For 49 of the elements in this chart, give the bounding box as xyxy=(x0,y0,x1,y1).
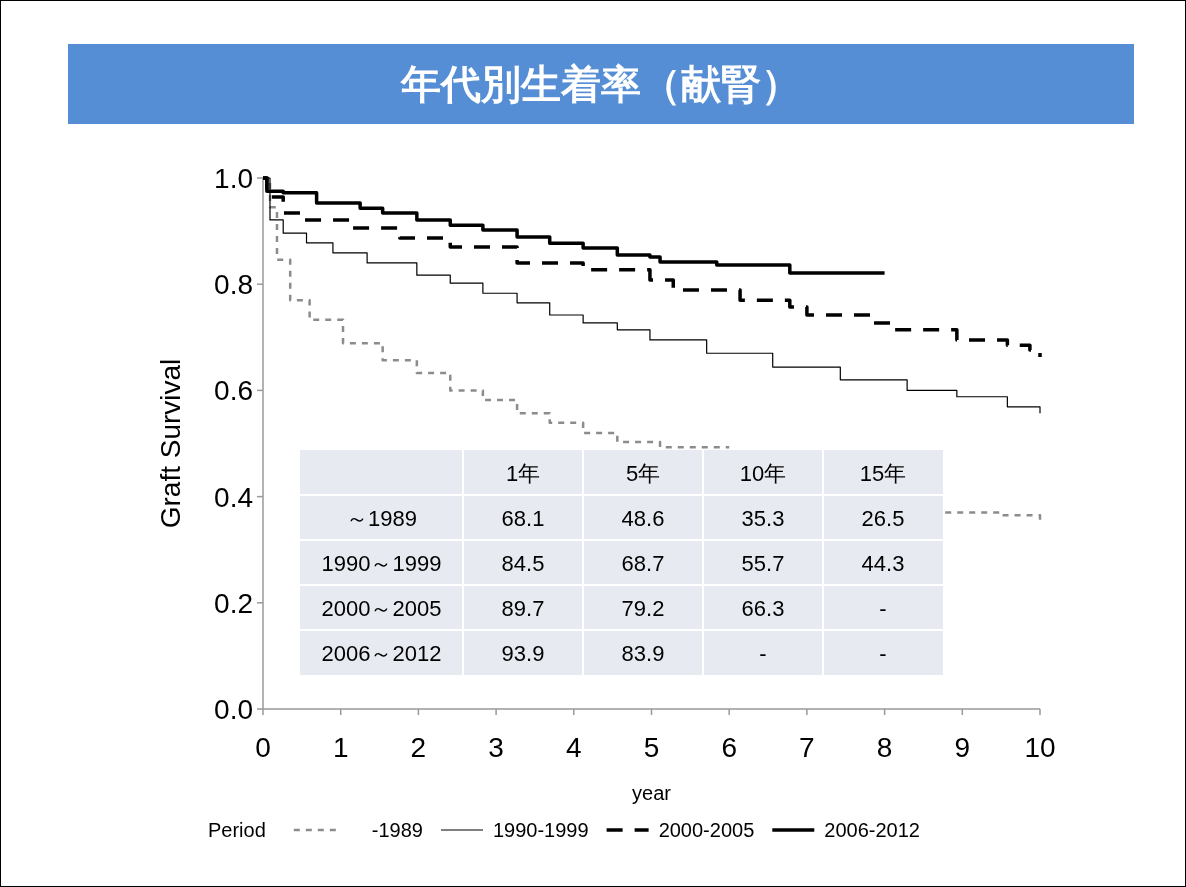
annotation: 1年 xyxy=(505,461,541,486)
y-tick-label: 0.2 xyxy=(214,587,253,619)
annotation: 44.3 xyxy=(861,551,905,576)
annotation: - xyxy=(879,641,887,666)
x-axis-title: year xyxy=(632,782,672,804)
annotation: 1990～1999 xyxy=(321,551,442,576)
x-tick-label: 5 xyxy=(643,732,660,763)
legend-label: 2000-2005 xyxy=(658,819,755,841)
x-tick-label: 6 xyxy=(721,732,737,763)
y-tick-label: 0.6 xyxy=(214,375,253,407)
legend-title: Period xyxy=(208,819,266,841)
y-tick-label: 0.8 xyxy=(214,269,253,301)
y-axis-title: Graft Survival xyxy=(155,358,186,529)
legend-label: -1989 xyxy=(371,819,423,841)
x-tick-label: 1 xyxy=(332,732,349,763)
legend-label: 2006-2012 xyxy=(824,819,920,841)
annotation: 35.3 xyxy=(741,506,785,531)
y-tick-label: 0.4 xyxy=(214,481,253,513)
annotation: 48.6 xyxy=(621,506,665,531)
annotation: 84.5 xyxy=(501,551,545,576)
x-tick-label: 9 xyxy=(954,732,971,763)
y-tick-label: 1.0 xyxy=(214,163,253,194)
x-tick-label: 8 xyxy=(876,732,893,763)
annotation: 79.2 xyxy=(621,596,665,621)
annotation: 26.5 xyxy=(861,506,905,531)
chart-title: 年代別生着率（献腎） xyxy=(400,62,801,106)
annotation: 15年 xyxy=(859,461,907,486)
x-tick-label: 7 xyxy=(799,732,815,763)
annotation: - xyxy=(759,641,767,666)
x-tick-label: 10 xyxy=(1024,732,1056,763)
annotation: 5年 xyxy=(625,461,661,486)
annotation: 2006～2012 xyxy=(321,641,442,666)
x-tick-label: 3 xyxy=(488,732,504,763)
annotation: - xyxy=(879,596,887,621)
legend-label: 1990-1999 xyxy=(492,819,589,841)
annotation: 93.9 xyxy=(501,641,545,666)
annotation: 83.9 xyxy=(621,641,665,666)
x-tick-label: 2 xyxy=(410,732,427,763)
annotation: 2000～2005 xyxy=(321,596,442,621)
x-tick-label: 0 xyxy=(255,732,271,763)
x-tick-label: 4 xyxy=(566,732,582,763)
annotation: 55.7 xyxy=(741,551,785,576)
annotation: 10年 xyxy=(739,461,787,486)
annotation: 66.3 xyxy=(741,596,785,621)
annotation: ～1989 xyxy=(346,506,417,531)
y-tick-label: 0.0 xyxy=(214,694,253,725)
annotation: 68.1 xyxy=(501,506,545,531)
annotation: 89.7 xyxy=(501,596,545,621)
annotation: 68.7 xyxy=(621,551,665,576)
